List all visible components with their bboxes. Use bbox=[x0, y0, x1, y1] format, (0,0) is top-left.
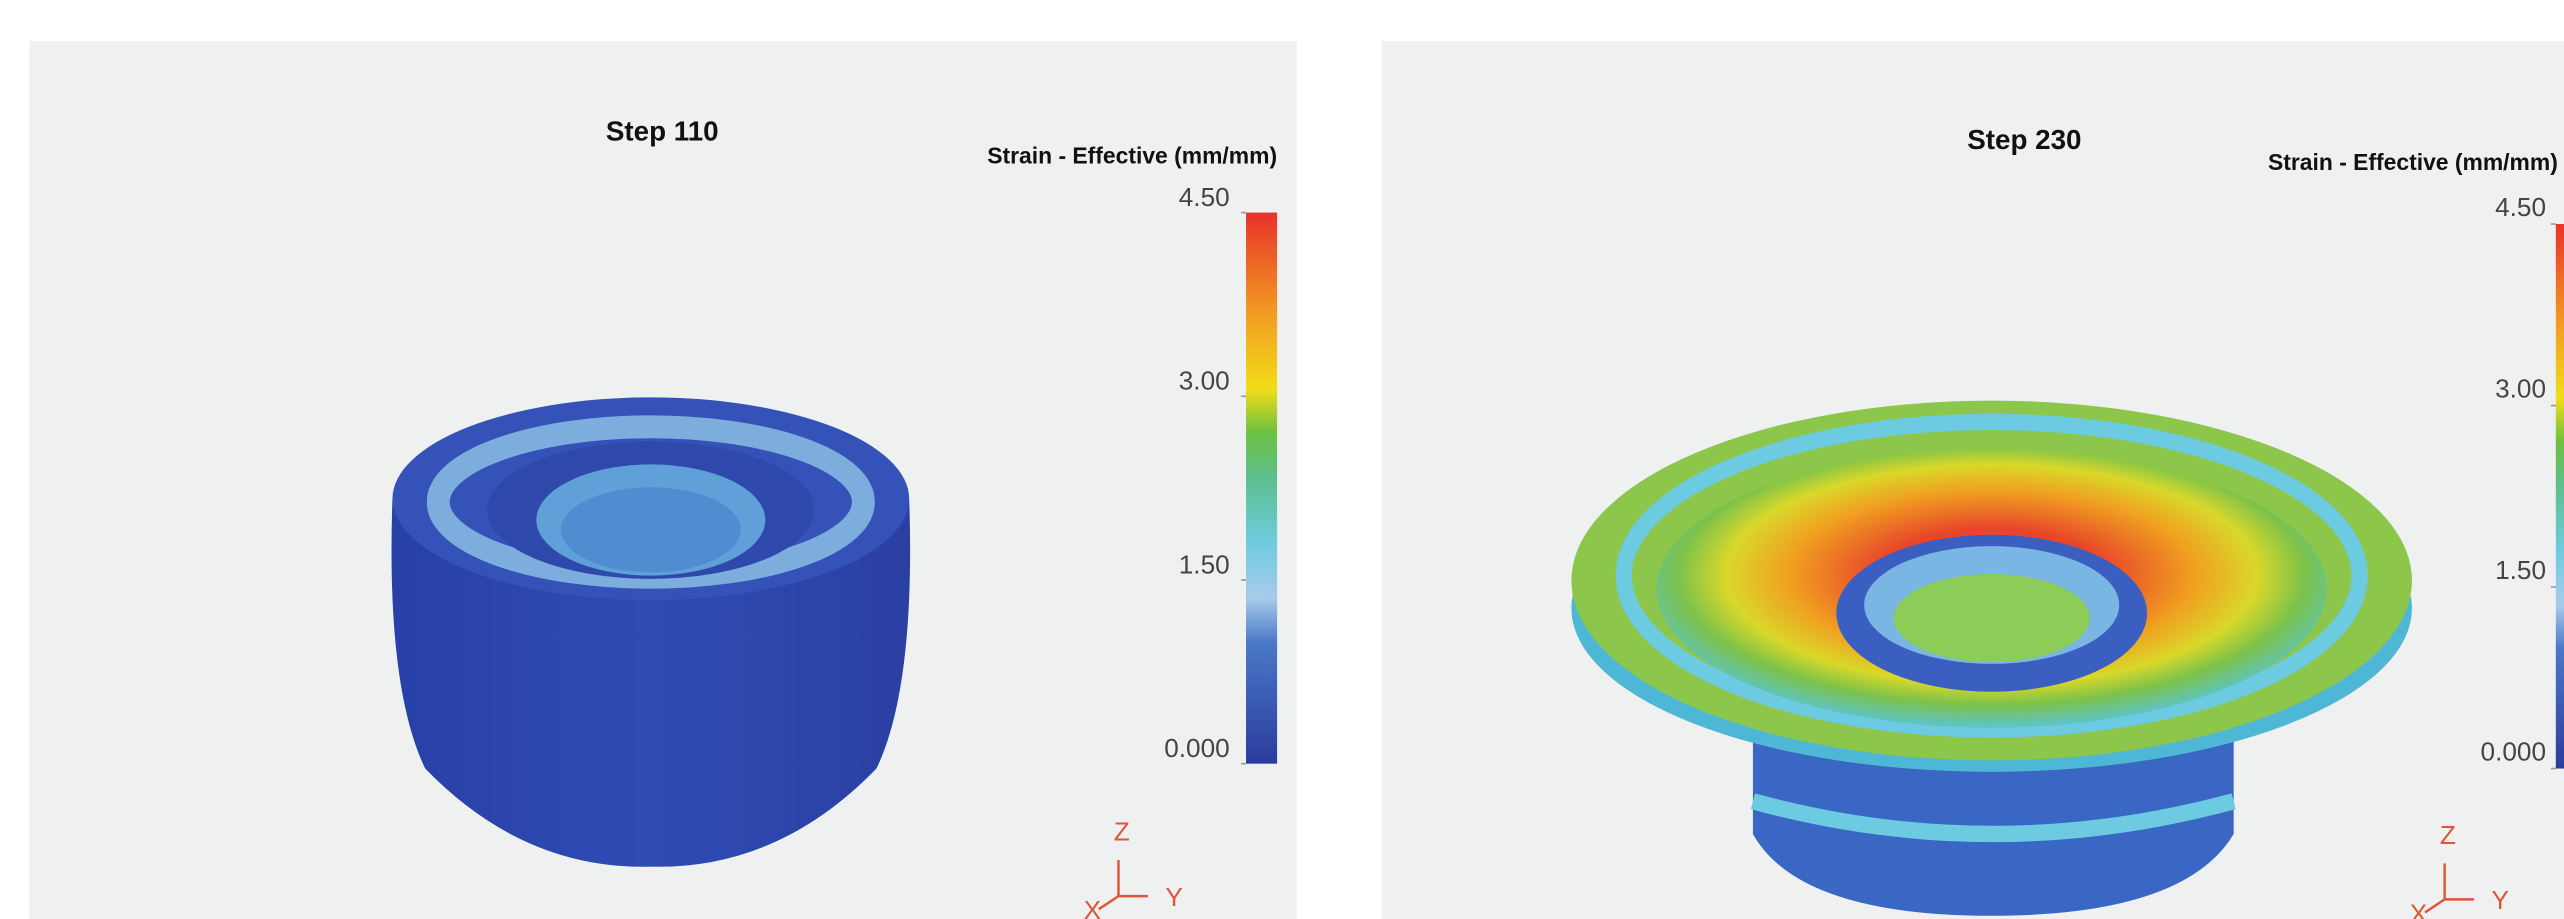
step-title: Step 230 bbox=[1967, 124, 2081, 155]
axis-label-z: Z bbox=[1114, 817, 1130, 847]
colorbar-label: 4.50 bbox=[2495, 192, 2546, 222]
colorbar bbox=[2556, 224, 2564, 769]
model bbox=[392, 397, 911, 866]
axis-label-z: Z bbox=[2440, 820, 2456, 850]
colorbar-label: 3.00 bbox=[2495, 373, 2546, 403]
axis-label-y: Y bbox=[1165, 882, 1182, 912]
colorbar bbox=[1246, 213, 1277, 764]
axis-label-x: X bbox=[2410, 898, 2427, 919]
step-title: Step 110 bbox=[606, 116, 719, 147]
colorbar-label: 0.000 bbox=[2481, 736, 2546, 766]
colorbar-label: 0.000 bbox=[1164, 733, 1229, 763]
colorbar-label: 3.00 bbox=[1179, 366, 1230, 396]
screenshot: Step 110 Strain - Effective (mm/mm) 4.50 3.… bbox=[0, 0, 2564, 919]
axis-label-x: X bbox=[1084, 895, 1101, 919]
legend-title: Strain - Effective (mm/mm) bbox=[987, 143, 1277, 169]
colorbar-label: 1.50 bbox=[2495, 555, 2546, 585]
colorbar-label: 4.50 bbox=[1179, 182, 1230, 212]
legend-title: Strain - Effective (mm/mm) bbox=[2268, 149, 2558, 175]
axis-label-y: Y bbox=[2492, 885, 2509, 915]
colorbar-label: 1.50 bbox=[1179, 549, 1230, 579]
